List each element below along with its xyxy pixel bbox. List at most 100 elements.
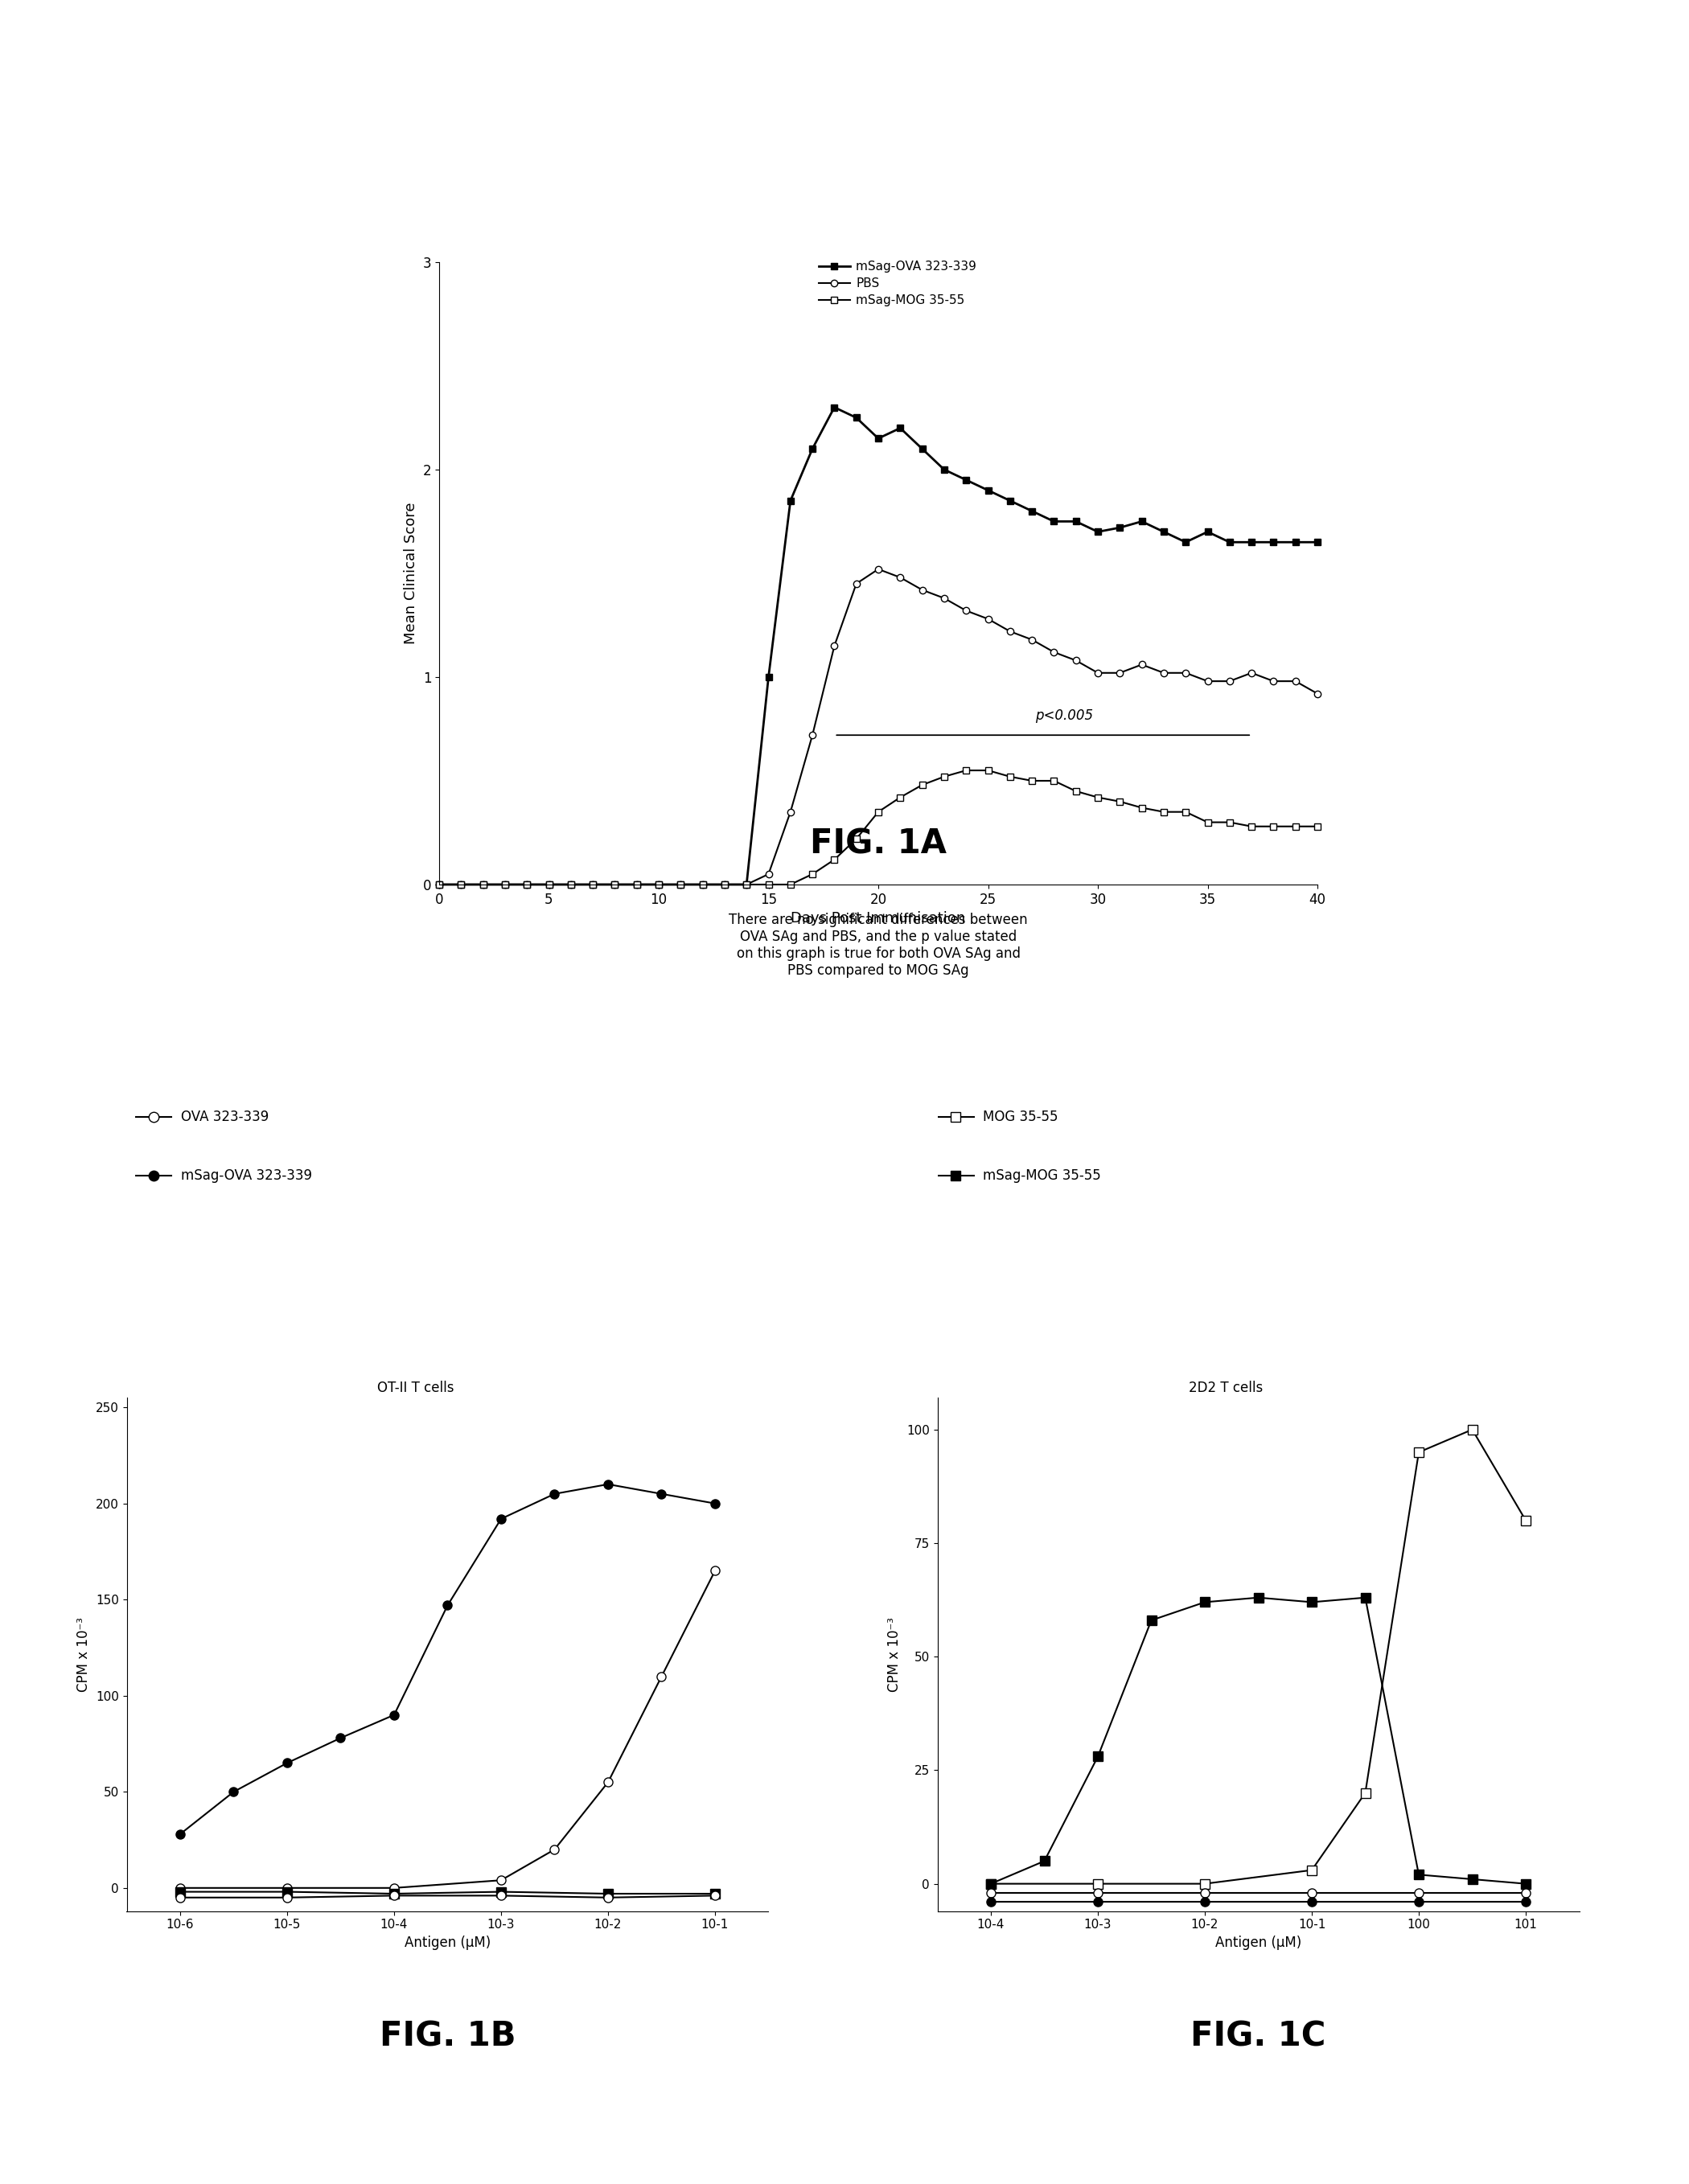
- mSag-MOG 35-55: [1241, 812, 1262, 839]
- PBS: [1176, 660, 1196, 686]
- mSag-MOG 35-55: [1000, 764, 1020, 791]
- PBS: [473, 871, 493, 898]
- Y-axis label: Mean Clinical Score: Mean Clinical Score: [404, 502, 419, 644]
- PBS: [627, 871, 647, 898]
- mSag-OVA 323-339: [1219, 529, 1240, 555]
- PBS: [824, 633, 844, 660]
- Text: p<0.005: p<0.005: [1035, 708, 1093, 723]
- PBS: [1307, 681, 1328, 708]
- mSag-OVA 323-339: [956, 467, 976, 494]
- mSag-OVA 323-339: [692, 871, 713, 898]
- Text: There are no significant differences between
OVA SAg and PBS, and the p value st: There are no significant differences bet…: [730, 913, 1027, 978]
- PBS: [780, 799, 801, 826]
- mSag-OVA 323-339: [1066, 509, 1086, 535]
- mSag-OVA 323-339: [758, 664, 779, 690]
- mSag-OVA 323-339: [1176, 529, 1196, 555]
- Text: mSag-OVA 323-339: mSag-OVA 323-339: [181, 1168, 312, 1184]
- mSag-OVA 323-339: [846, 404, 866, 430]
- PBS: [758, 860, 779, 887]
- Text: FIG. 1C: FIG. 1C: [1191, 2020, 1326, 2053]
- mSag-MOG 35-55: [846, 826, 866, 852]
- mSag-MOG 35-55: [517, 871, 537, 898]
- PBS: [956, 598, 976, 625]
- mSag-OVA 323-339: [649, 871, 669, 898]
- mSag-OVA 323-339: [1198, 520, 1218, 546]
- mSag-OVA 323-339: [736, 871, 757, 898]
- Title: 2D2 T cells: 2D2 T cells: [1189, 1380, 1263, 1396]
- PBS: [1088, 660, 1108, 686]
- mSag-OVA 323-339: [1307, 529, 1328, 555]
- PBS: [934, 585, 954, 612]
- mSag-MOG 35-55: [1176, 799, 1196, 826]
- PBS: [583, 871, 603, 898]
- mSag-MOG 35-55: [978, 758, 998, 784]
- mSag-OVA 323-339: [912, 437, 932, 463]
- mSag-OVA 323-339: [1088, 520, 1108, 546]
- Title: OT-II T cells: OT-II T cells: [377, 1380, 454, 1396]
- PBS: [692, 871, 713, 898]
- Y-axis label: CPM x 10⁻³: CPM x 10⁻³: [76, 1616, 91, 1693]
- PBS: [539, 871, 559, 898]
- mSag-MOG 35-55: [1066, 778, 1086, 804]
- mSag-MOG 35-55: [1198, 810, 1218, 836]
- PBS: [978, 605, 998, 631]
- mSag-OVA 323-339: [934, 456, 954, 483]
- Text: FIG. 1B: FIG. 1B: [380, 2020, 515, 2053]
- mSag-OVA 323-339: [539, 871, 559, 898]
- PBS: [1000, 618, 1020, 644]
- mSag-OVA 323-339: [671, 871, 691, 898]
- X-axis label: Antigen (μM): Antigen (μM): [1214, 1935, 1302, 1950]
- mSag-MOG 35-55: [473, 871, 493, 898]
- PBS: [1022, 627, 1042, 653]
- PBS: [1110, 660, 1130, 686]
- mSag-MOG 35-55: [1088, 784, 1108, 810]
- mSag-OVA 323-339: [451, 871, 471, 898]
- PBS: [1263, 668, 1284, 695]
- mSag-OVA 323-339: [473, 871, 493, 898]
- Legend: mSag-OVA 323-339, PBS, mSag-MOG 35-55: mSag-OVA 323-339, PBS, mSag-MOG 35-55: [814, 256, 981, 312]
- mSag-MOG 35-55: [1154, 799, 1174, 826]
- PBS: [1241, 660, 1262, 686]
- mSag-OVA 323-339: [1241, 529, 1262, 555]
- Text: OVA 323-339: OVA 323-339: [181, 1109, 269, 1125]
- mSag-MOG 35-55: [1044, 769, 1064, 795]
- mSag-MOG 35-55: [956, 758, 976, 784]
- mSag-OVA 323-339: [583, 871, 603, 898]
- mSag-MOG 35-55: [1307, 812, 1328, 839]
- mSag-MOG 35-55: [912, 771, 932, 797]
- mSag-OVA 323-339: [1044, 509, 1064, 535]
- mSag-MOG 35-55: [451, 871, 471, 898]
- PBS: [890, 563, 910, 590]
- PBS: [451, 871, 471, 898]
- mSag-OVA 323-339: [1110, 515, 1130, 542]
- mSag-OVA 323-339: [1022, 498, 1042, 524]
- PBS: [868, 557, 888, 583]
- mSag-OVA 323-339: [1000, 487, 1020, 513]
- Y-axis label: CPM x 10⁻³: CPM x 10⁻³: [887, 1616, 902, 1693]
- mSag-OVA 323-339: [517, 871, 537, 898]
- mSag-MOG 35-55: [561, 871, 581, 898]
- mSag-MOG 35-55: [692, 871, 713, 898]
- PBS: [714, 871, 735, 898]
- Line: mSag-OVA 323-339: mSag-OVA 323-339: [436, 404, 1321, 889]
- PBS: [1219, 668, 1240, 695]
- mSag-OVA 323-339: [978, 478, 998, 505]
- mSag-OVA 323-339: [561, 871, 581, 898]
- PBS: [517, 871, 537, 898]
- PBS: [736, 871, 757, 898]
- mSag-MOG 35-55: [1285, 812, 1306, 839]
- mSag-MOG 35-55: [736, 871, 757, 898]
- PBS: [1066, 646, 1086, 673]
- mSag-OVA 323-339: [780, 487, 801, 513]
- mSag-MOG 35-55: [714, 871, 735, 898]
- PBS: [1285, 668, 1306, 695]
- mSag-OVA 323-339: [1132, 509, 1152, 535]
- Text: FIG. 1A: FIG. 1A: [811, 828, 946, 860]
- X-axis label: Antigen (μM): Antigen (μM): [404, 1935, 491, 1950]
- mSag-MOG 35-55: [758, 871, 779, 898]
- mSag-MOG 35-55: [1263, 812, 1284, 839]
- mSag-MOG 35-55: [824, 847, 844, 874]
- PBS: [1154, 660, 1174, 686]
- Line: mSag-MOG 35-55: mSag-MOG 35-55: [436, 767, 1321, 889]
- mSag-MOG 35-55: [934, 764, 954, 791]
